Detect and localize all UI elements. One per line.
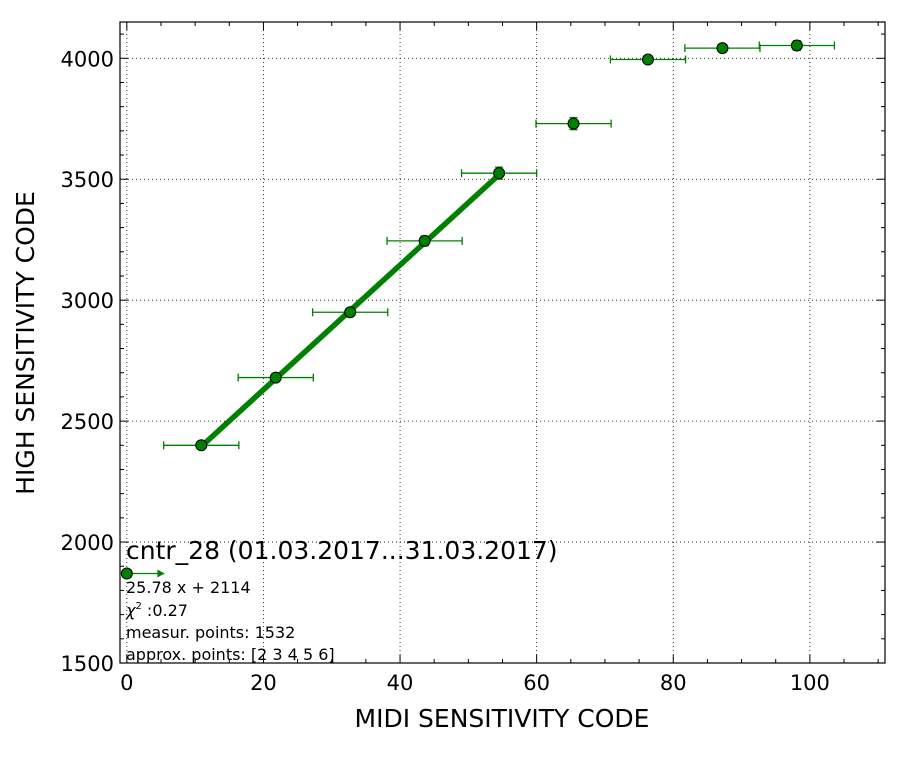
- minor-ticks: [120, 22, 885, 663]
- x-axis-label: MIDI SENSITIVITY CODE: [355, 704, 650, 733]
- x-tick-label: 80: [660, 671, 687, 695]
- data-point: [344, 306, 357, 319]
- x-tick-label: 60: [523, 671, 550, 695]
- y-tick-label: 4000: [61, 47, 114, 71]
- data-point: [269, 371, 282, 384]
- annotation-title: cntr_28 (01.03.2017...31.03.2017): [126, 536, 558, 565]
- data-point: [641, 53, 654, 66]
- x-tick-label: 0: [120, 671, 133, 695]
- ticks: 0 20 40 60 80 100 1500 2000 2500 3000 3500 4000: [61, 22, 885, 695]
- x-tick-label: 20: [250, 671, 277, 695]
- data-point: [493, 167, 506, 180]
- chi-exponent: 2: [135, 601, 141, 612]
- y-tick-label: 3500: [61, 168, 114, 192]
- error-bars: [126, 39, 836, 578]
- x-tick-label: 100: [790, 671, 830, 695]
- data-point: [790, 39, 803, 52]
- chi-value: :0.27: [142, 601, 188, 620]
- annotation-measur-points: measur. points: 1532: [126, 623, 295, 642]
- annotation-approx-points: approx. points: [2 3 4 5 6]: [126, 645, 335, 664]
- data-point: [120, 567, 133, 580]
- x-error-arrow: [157, 569, 165, 578]
- grid: [120, 22, 885, 664]
- data-point: [195, 439, 208, 452]
- y-tick-label: 1500: [61, 652, 114, 676]
- chi-symbol: χ: [125, 601, 136, 620]
- y-tick-label: 3000: [61, 289, 114, 313]
- y-tick-label: 2000: [61, 531, 114, 555]
- data-point: [716, 42, 729, 55]
- annotation-block: cntr_28 (01.03.2017...31.03.2017) 25.78 …: [125, 536, 558, 664]
- data-points: [120, 39, 803, 580]
- data-point: [418, 234, 431, 247]
- y-axis-label: HIGH SENSITIVITY CODE: [11, 191, 40, 495]
- annotation-chi-squared: χ2 :0.27: [125, 601, 188, 620]
- x-tick-label: 40: [387, 671, 414, 695]
- y-tick-label: 2500: [61, 410, 114, 434]
- annotation-equation: 25.78 x + 2114: [126, 578, 251, 597]
- data-point: [567, 117, 580, 130]
- plot-frame: [119, 21, 886, 664]
